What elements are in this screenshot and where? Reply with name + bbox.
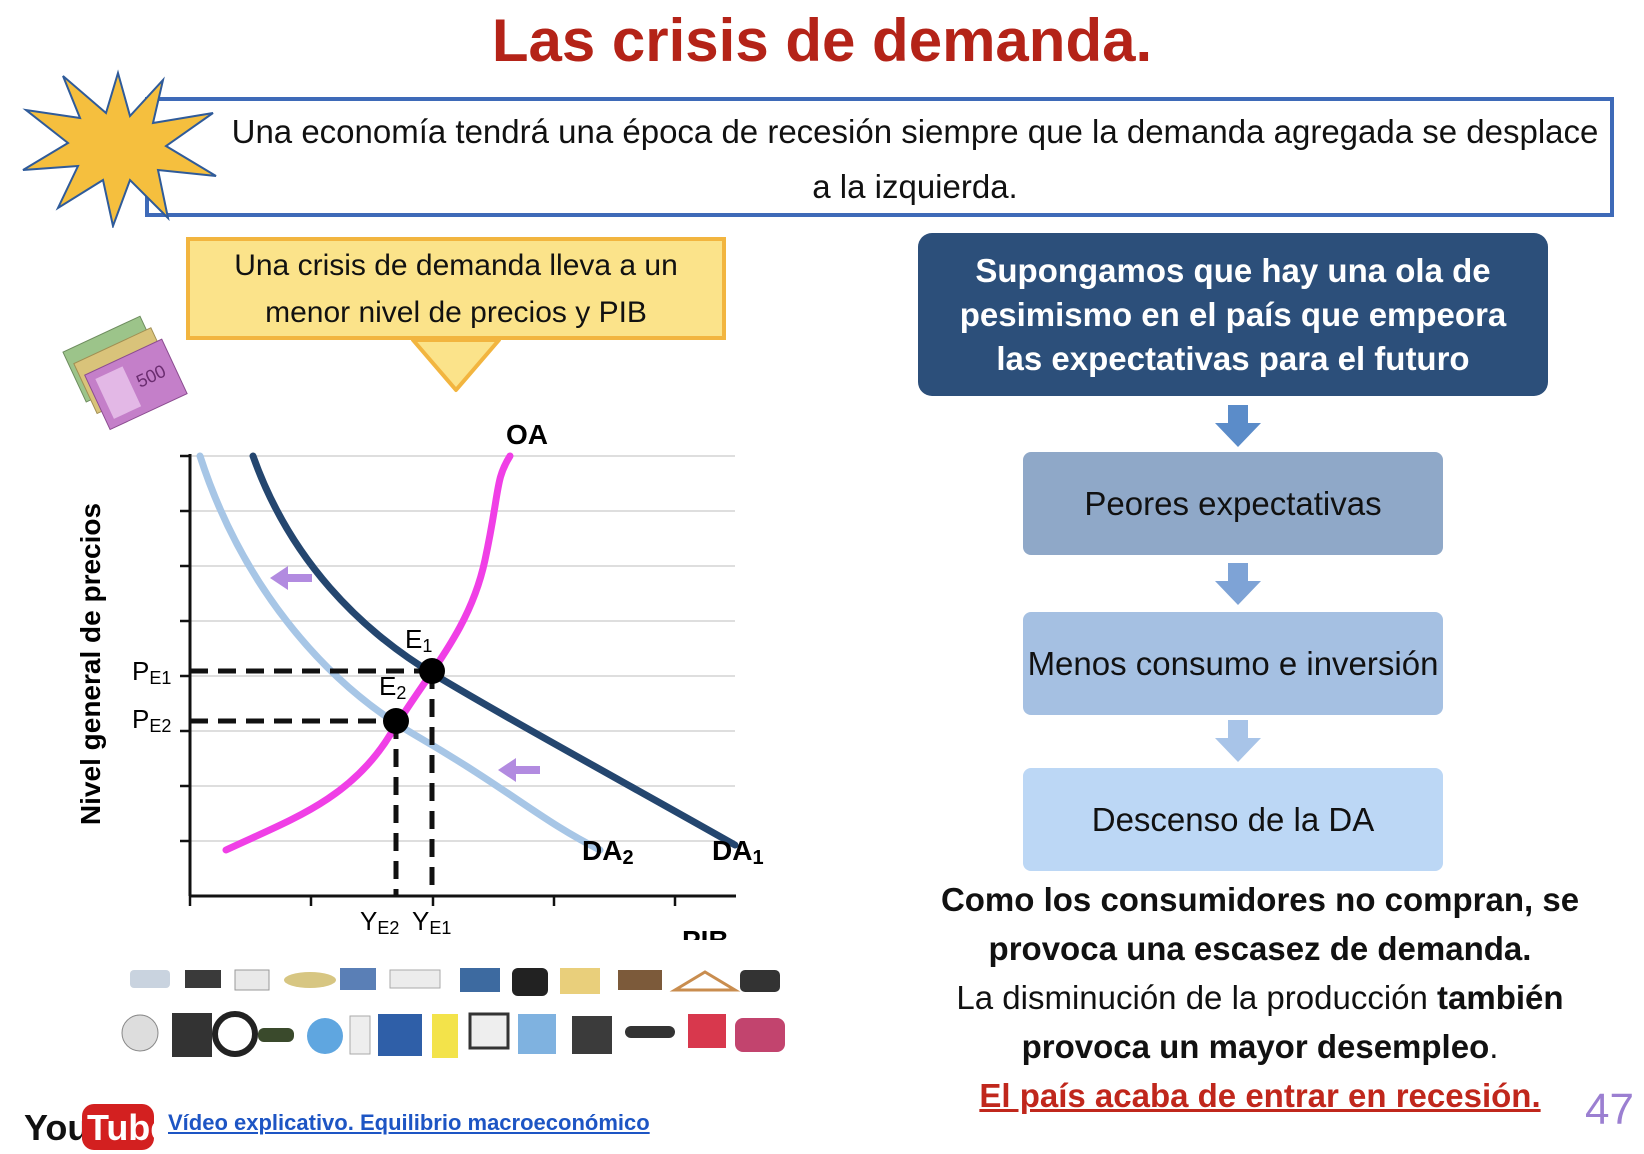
intro-text: Una economía tendrá una época de recesió… [231,113,1599,205]
oa-curve [222,452,514,854]
arrow-down-icon [1215,720,1261,762]
starburst-icon [22,69,217,228]
y-e1-label: YE1 [412,906,451,938]
intro-box [145,97,1614,217]
axis-ticks [180,454,677,906]
conclusion-line-2: La disminución de la producción también … [956,979,1564,1065]
e2-point [383,708,409,734]
gridlines [190,455,735,842]
equilibrium-dashes [190,668,435,896]
p-e2-label: PE2 [132,704,171,736]
flow-top-box: Supongamos que hay una ola de pesimismo … [918,233,1548,396]
e1-label: E1 [405,624,432,656]
arrow-down-icon [1215,563,1261,605]
flow-step-3: Descenso de la DA [1023,768,1443,871]
recession-statement: El país acaba de entrar en recesión. [979,1077,1541,1114]
da1-label: DA1 [712,835,764,869]
ad-as-chart: OA DA2 DA1 E1 E2 PE1 PE2 YE2 YE1 PIB Niv… [75,420,764,940]
x-axis-label: PIB [682,925,729,940]
callout-arrow-icon [411,338,501,392]
flow-step-1: Peores expectativas [1023,452,1443,555]
video-link[interactable]: Vídeo explicativo. Equilibrio macroeconó… [168,1110,650,1135]
p-e1-label: PE1 [132,656,171,688]
shift-arrow-icon [270,566,540,782]
da2-label: DA2 [582,835,634,869]
arrow-down-icon [1215,405,1261,447]
y-e2-label: YE2 [360,906,399,938]
oa-label: OA [506,420,548,450]
consumer-goods-image [121,968,785,1058]
callout-box: Una crisis de demanda lleva a un menor n… [186,237,726,340]
e2-label: E2 [379,671,406,703]
youtube-logo-icon[interactable]: You Tube [24,1100,154,1152]
conclusion-text: Como los consumidores no compran, se pro… [890,875,1630,1120]
conclusion-line-1: Como los consumidores no compran, se pro… [940,881,1580,967]
svg-text:Tube: Tube [87,1107,154,1148]
flow-step-2: Menos consumo e inversión [1023,612,1443,715]
e1-point [419,658,445,684]
svg-text:You: You [24,1107,89,1148]
y-axis-label: Nivel general de precios [75,503,106,825]
page-number: 47 [1585,1085,1634,1134]
banknotes-image: 500 [62,315,188,431]
page-title: Las crisis de demanda. [491,7,1153,74]
